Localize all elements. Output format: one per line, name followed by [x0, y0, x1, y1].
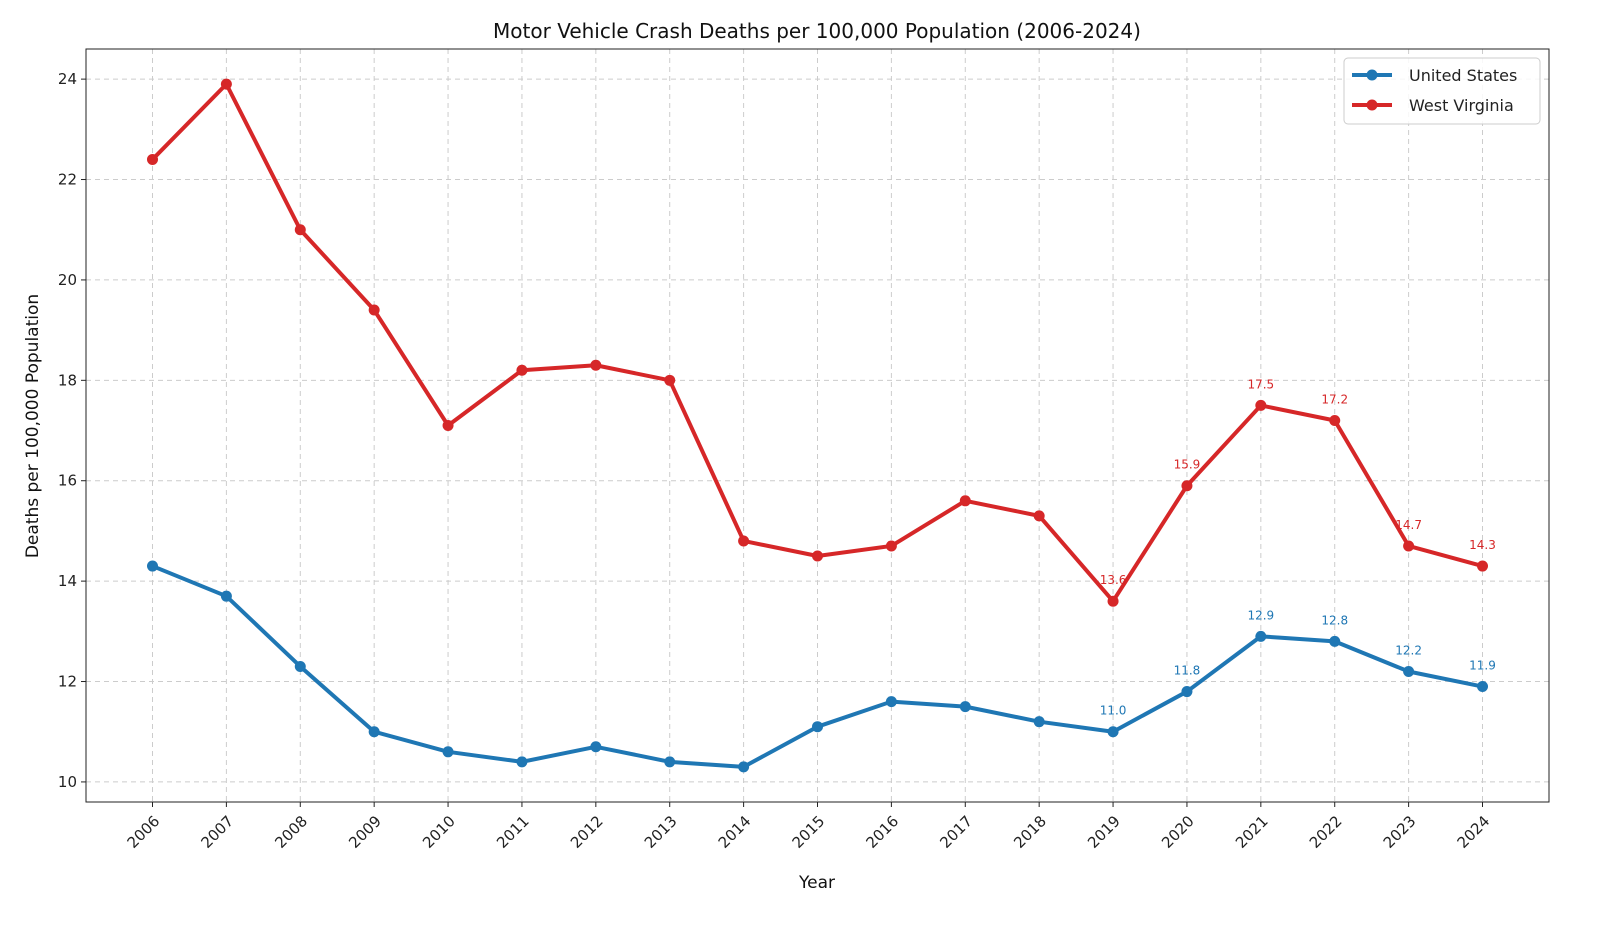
data-point: [590, 359, 602, 371]
data-label: 14.7: [1395, 518, 1422, 532]
data-point: [1329, 414, 1341, 426]
data-label: 12.2: [1395, 643, 1422, 657]
data-point: [1107, 595, 1119, 607]
data-point: [664, 756, 676, 768]
data-point: [885, 696, 897, 708]
data-point: [1403, 540, 1415, 552]
legend-marker: [1366, 99, 1378, 111]
data-label: 12.8: [1321, 613, 1348, 627]
data-point: [442, 420, 454, 431]
x-tick-label: 2007: [197, 812, 237, 852]
data-point: [959, 495, 971, 507]
x-tick-label: 2024: [1454, 812, 1494, 852]
legend: United States West Virginia: [1343, 57, 1541, 125]
y-tick-label: 14: [58, 572, 77, 590]
data-point: [368, 304, 380, 316]
y-tick-label: 22: [58, 171, 77, 189]
data-point: [1255, 399, 1267, 411]
data-label: 15.9: [1174, 458, 1201, 472]
data-label: 13.6: [1100, 573, 1127, 587]
legend-label: West Virginia: [1409, 96, 1514, 115]
data-point: [1403, 665, 1415, 677]
y-tick-label: 24: [58, 70, 77, 88]
data-point: [738, 535, 750, 547]
y-tick-label: 18: [58, 371, 77, 389]
x-tick-label: 2011: [493, 812, 533, 852]
x-tick-label: 2015: [789, 812, 829, 852]
data-point: [1255, 630, 1267, 642]
data-point: [885, 540, 897, 552]
data-point: [812, 721, 823, 733]
data-point: [516, 364, 528, 376]
chart-title: Motor Vehicle Crash Deaths per 100,000 P…: [493, 19, 1141, 43]
legend-box: [1343, 57, 1541, 125]
x-tick-label: 2021: [1232, 812, 1272, 852]
data-point: [220, 78, 232, 90]
data-label: 11.0: [1100, 704, 1127, 718]
data-point: [294, 224, 306, 236]
data-label: 11.8: [1174, 664, 1201, 678]
x-tick-label: 2013: [641, 812, 681, 852]
data-point: [147, 560, 158, 572]
plot-frame: [85, 48, 1550, 803]
data-point: [442, 746, 454, 758]
x-tick-label: 2012: [567, 812, 607, 852]
data-point: [738, 761, 750, 773]
x-tick-label: 2018: [1010, 812, 1050, 852]
data-point: [812, 550, 823, 562]
legend-label: United States: [1409, 66, 1517, 85]
y-axis-label: Deaths per 100,000 Population: [23, 294, 43, 558]
x-tick-label: 2014: [715, 812, 755, 852]
y-tick-label: 20: [58, 271, 77, 289]
data-point: [590, 741, 602, 753]
data-point: [1181, 686, 1193, 698]
data-label: 12.9: [1247, 608, 1274, 622]
data-label: 17.2: [1321, 392, 1348, 406]
x-axis-label: Year: [798, 873, 835, 893]
data-point: [1107, 726, 1119, 738]
data-label: 17.5: [1247, 377, 1274, 391]
data-point: [1477, 560, 1488, 572]
data-point: [664, 374, 676, 386]
x-tick-label: 2019: [1084, 812, 1124, 852]
data-point: [959, 701, 971, 713]
data-point: [368, 726, 380, 738]
data-point: [294, 660, 306, 672]
legend-marker: [1366, 69, 1378, 81]
data-label: 11.9: [1469, 659, 1496, 673]
x-tick-label: 2006: [124, 812, 164, 852]
data-point: [1033, 716, 1045, 728]
data-label: 14.3: [1469, 538, 1496, 552]
x-tick-label: 2017: [936, 812, 976, 852]
data-point: [1477, 681, 1488, 693]
x-tick-label: 2008: [271, 812, 311, 852]
x-tick-label: 2020: [1158, 812, 1198, 852]
data-point: [516, 756, 528, 768]
x-tick-label: 2016: [862, 812, 902, 852]
data-point: [147, 153, 158, 165]
x-tick-label: 2010: [419, 812, 459, 852]
y-tick-label: 16: [58, 472, 77, 490]
data-point: [220, 590, 232, 602]
data-point: [1329, 635, 1341, 647]
data-point: [1033, 510, 1045, 522]
x-tick-label: 2022: [1306, 812, 1346, 852]
data-point: [1181, 480, 1193, 492]
x-tick-label: 2023: [1380, 812, 1420, 852]
y-tick-label: 12: [58, 673, 77, 691]
y-tick-label: 10: [58, 773, 77, 791]
x-tick-label: 2009: [345, 812, 385, 852]
